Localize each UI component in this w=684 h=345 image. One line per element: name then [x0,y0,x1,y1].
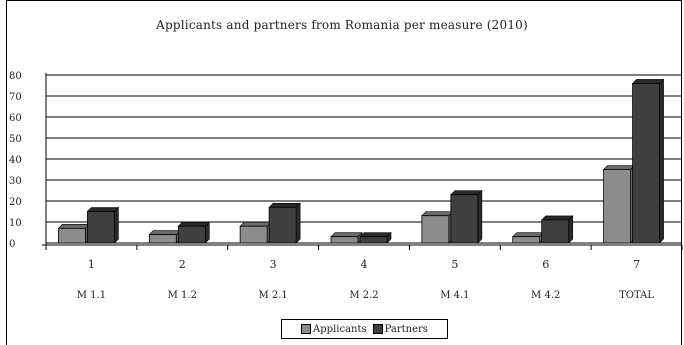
bar-0-4 [421,215,450,244]
bar-top-1-1 [177,221,211,227]
x-sublabel-1: M 1.2 [168,290,197,301]
bar-1-1 [177,225,206,244]
bar-top-0-6 [602,165,636,170]
y-tick-label-7: 70 [9,92,22,103]
x-sublabel-2: M 2.1 [258,290,287,301]
bar-1-0 [87,211,115,244]
bar-1-2 [268,206,297,244]
legend-item-partners: Partners [372,323,428,335]
bar-0-0 [58,227,86,244]
y-tick-label-1: 10 [9,218,22,229]
bar-top-1-6 [631,79,665,84]
x-tick-label-1: 2 [179,258,186,271]
bar-side-1-2 [295,202,301,244]
y-tick-label-0: 0 [9,239,15,250]
x-tick-label-2: 3 [270,258,277,271]
legend-swatch-applicants [301,324,312,334]
legend-swatch-partners [372,324,383,334]
y-tick-label-4: 40 [9,155,22,166]
legend-item-applicants: Applicants [301,324,367,335]
x-tick-label-5: 6 [542,258,549,271]
x-sublabel-5: M 4.2 [531,290,560,301]
bar-0-1 [148,234,177,244]
x-sublabel-0: M 1.1 [77,290,106,301]
bar-top-1-3 [359,232,392,237]
x-sublabel-4: M 4.1 [440,290,469,301]
bar-0-6 [603,169,631,244]
y-tick-label-2: 20 [9,197,22,208]
bar-1-3 [359,236,388,244]
chart-frame [6,0,682,345]
bar-top-0-3 [330,232,363,237]
y-tick-label-3: 30 [9,176,22,187]
x-tick-label-4: 5 [451,258,458,271]
x-tick-label-0: 1 [88,258,95,271]
bar-top-1-5 [540,215,574,221]
bar-0-3 [330,236,359,244]
chart-title: Applicants and partners from Romania per… [156,18,528,32]
legend-label-applicants: Applicants [313,323,367,335]
bar-top-1-2 [268,203,301,208]
bar-1-6 [632,83,660,244]
legend-label-partners: Partners [384,323,428,335]
bar-0-2 [239,225,268,244]
x-sublabel-6: TOTAL [619,290,654,301]
x-tick-label-3: 4 [361,258,368,271]
x-tick-label-6: 7 [633,258,640,271]
bar-side-1-6 [659,78,664,244]
bar-0-5 [512,236,541,244]
x-sublabel-3: M 2.2 [349,290,378,301]
bar-side-1-4 [477,189,483,244]
bar-1-4 [450,194,479,244]
bar-side-1-0 [114,206,119,244]
y-tick-label-5: 50 [9,134,22,145]
chart-legend: Applicants Partners [281,319,448,339]
bar-top-0-0 [57,224,91,229]
y-tick-label-6: 60 [9,113,22,124]
bar-top-1-4 [450,190,483,195]
bar-top-0-1 [148,230,182,235]
bar-1-5 [541,219,570,244]
bar-side-1-5 [568,215,574,244]
bar-top-1-0 [86,207,120,212]
bar-top-0-4 [421,211,454,216]
y-tick-label-8: 80 [9,71,22,82]
bar-top-0-5 [511,232,545,237]
bar-top-0-2 [239,221,272,227]
